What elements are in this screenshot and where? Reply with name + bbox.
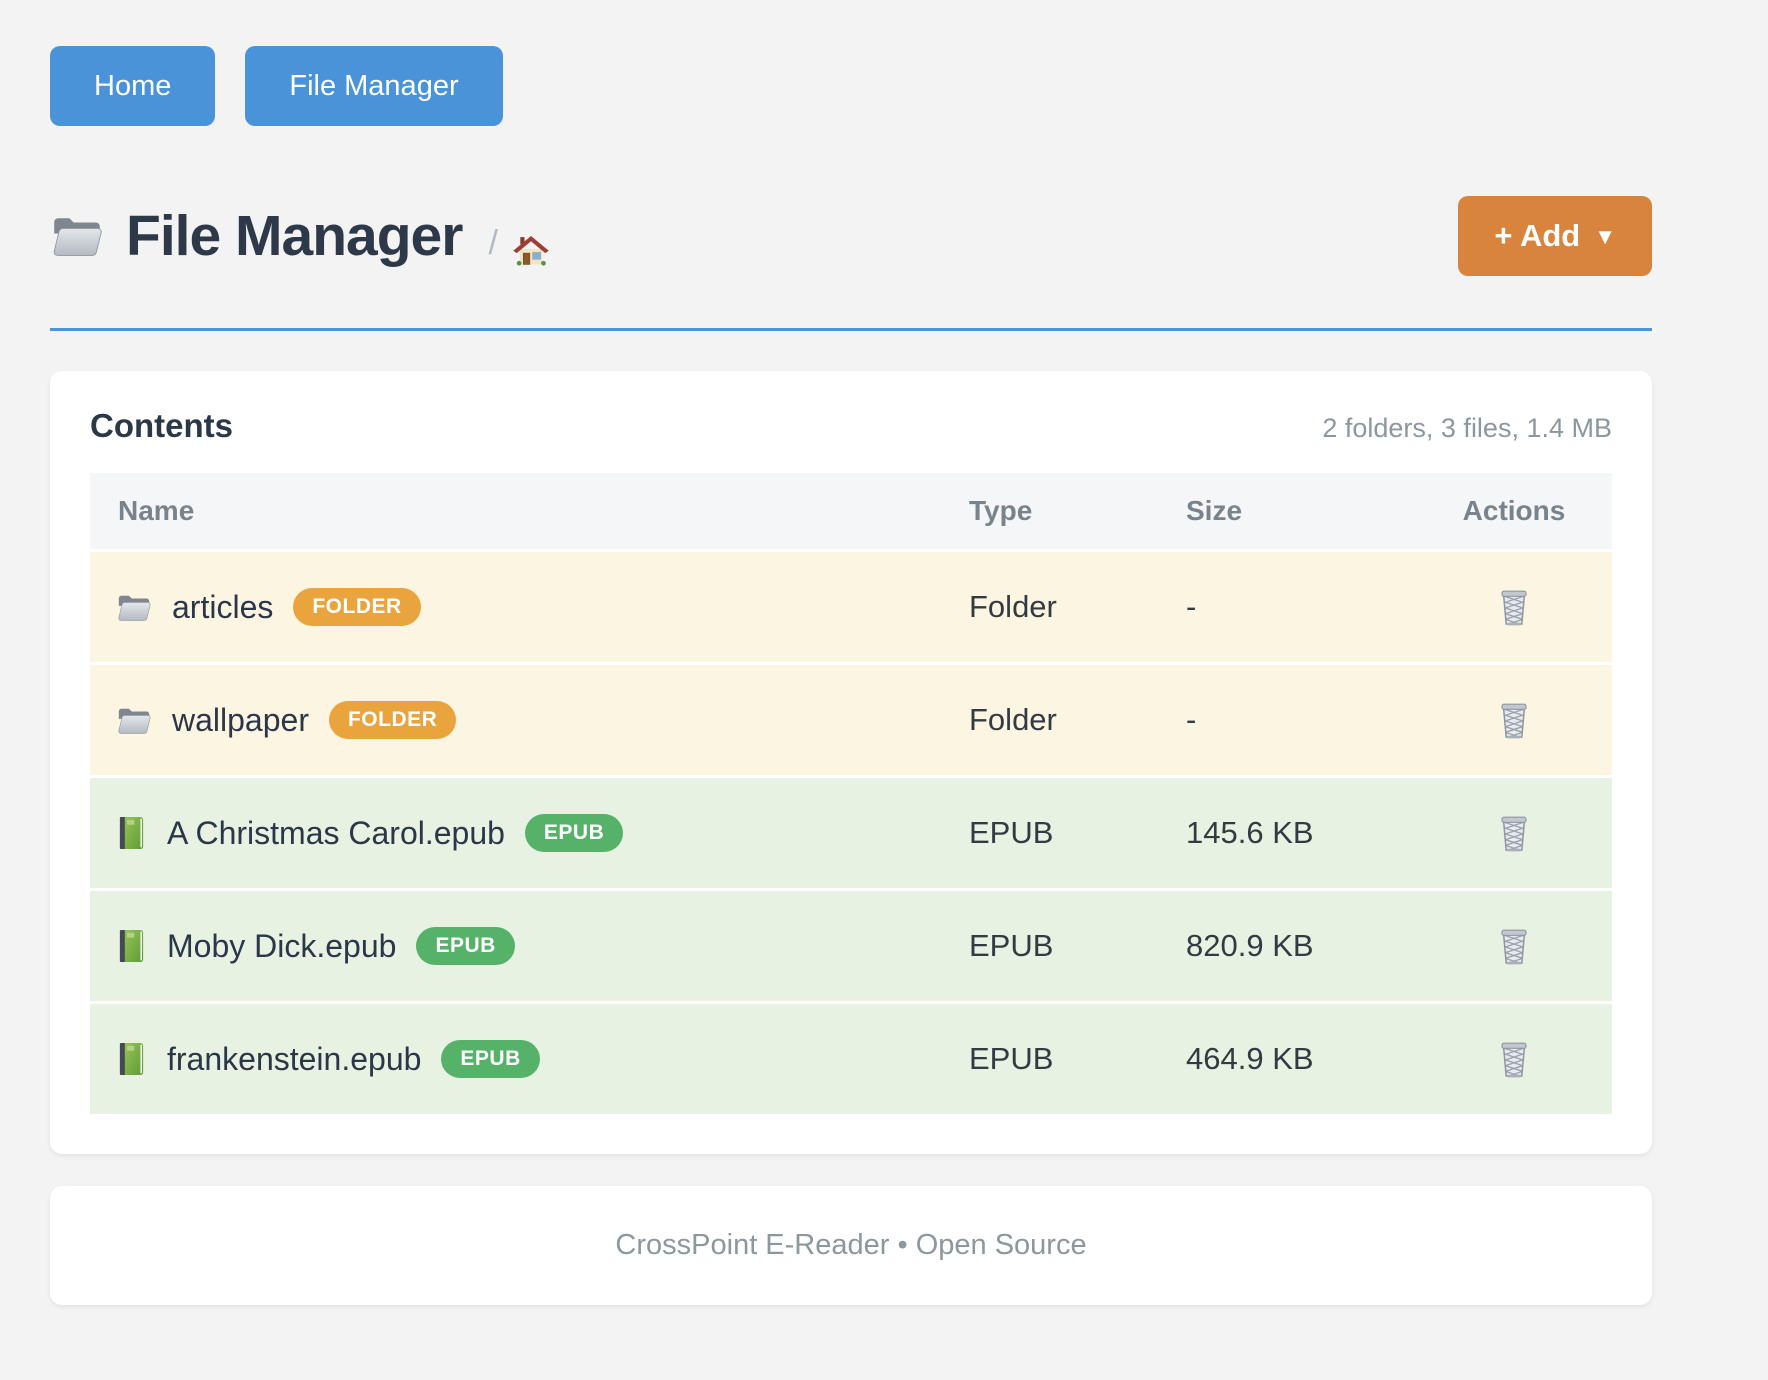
trash-icon	[1495, 925, 1533, 967]
breadcrumb-home[interactable]	[512, 231, 550, 269]
folder-icon	[116, 591, 152, 624]
delete-button[interactable]	[1491, 1034, 1537, 1084]
trash-icon	[1495, 812, 1533, 854]
nav-file-manager-button[interactable]: File Manager	[245, 46, 503, 126]
type-badge: FOLDER	[293, 588, 421, 626]
type-badge: EPUB	[416, 927, 515, 965]
trash-icon	[1495, 1038, 1533, 1080]
top-nav: Home File Manager	[50, 0, 1652, 126]
type-cell: EPUB	[969, 1041, 1054, 1076]
table-row[interactable]: frankenstein.epub EPUB EPUB 464.9 KB	[90, 1001, 1612, 1114]
file-name[interactable]: articles	[172, 588, 274, 625]
delete-button[interactable]	[1491, 582, 1537, 632]
size-cell: -	[1186, 702, 1197, 737]
file-name[interactable]: wallpaper	[172, 701, 309, 738]
add-button-label: + Add	[1494, 218, 1581, 253]
contents-card: Contents 2 folders, 3 files, 1.4 MB Name…	[50, 371, 1652, 1154]
delete-button[interactable]	[1491, 921, 1537, 971]
file-table: Name Type Size Actions articles FOLDER F…	[90, 473, 1612, 1114]
column-header-name: Name	[118, 495, 195, 526]
table-header-row: Name Type Size Actions	[90, 473, 1612, 549]
table-row[interactable]: wallpaper FOLDER Folder -	[90, 662, 1612, 775]
contents-heading: Contents	[90, 407, 233, 444]
table-row[interactable]: articles FOLDER Folder -	[90, 549, 1612, 662]
type-cell: EPUB	[969, 815, 1054, 850]
size-cell: 145.6 KB	[1186, 815, 1314, 850]
table-body: articles FOLDER Folder - wallpaper FOLDE…	[90, 549, 1612, 1114]
header-divider	[50, 328, 1652, 331]
trash-icon	[1495, 586, 1533, 628]
delete-button[interactable]	[1491, 695, 1537, 745]
nav-home-button[interactable]: Home	[50, 46, 216, 126]
type-cell: Folder	[969, 702, 1057, 737]
file-name[interactable]: Moby Dick.epub	[167, 927, 397, 964]
book-icon	[116, 1041, 147, 1077]
type-cell: EPUB	[969, 928, 1054, 963]
size-cell: 464.9 KB	[1186, 1041, 1314, 1076]
column-header-size: Size	[1186, 495, 1243, 526]
size-cell: -	[1186, 589, 1197, 624]
type-badge: EPUB	[524, 814, 624, 852]
page-title: File Manager	[126, 204, 463, 268]
book-icon	[116, 815, 147, 851]
add-button[interactable]: + Add ▼	[1458, 196, 1652, 276]
file-name[interactable]: A Christmas Carol.epub	[167, 814, 505, 851]
breadcrumb-separator: /	[488, 224, 498, 262]
book-icon	[116, 928, 147, 964]
page-header: File Manager / + Add ▼	[50, 196, 1652, 276]
table-row[interactable]: Moby Dick.epub EPUB EPUB 820.9 KB	[90, 888, 1612, 1001]
delete-button[interactable]	[1491, 808, 1537, 858]
footer: CrossPoint E-Reader • Open Source	[50, 1186, 1652, 1305]
contents-summary: 2 folders, 3 files, 1.4 MB	[1322, 413, 1612, 443]
file-name[interactable]: frankenstein.epub	[167, 1040, 422, 1077]
type-cell: Folder	[969, 589, 1057, 624]
table-row[interactable]: A Christmas Carol.epub EPUB EPUB 145.6 K…	[90, 775, 1612, 888]
column-header-actions: Actions	[1462, 495, 1566, 526]
caret-down-icon: ▼	[1594, 224, 1616, 249]
column-header-type: Type	[969, 495, 1033, 526]
page-container: Home File Manager File Manager / + Add ▼…	[50, 0, 1652, 1305]
folder-icon	[116, 704, 152, 737]
size-cell: 820.9 KB	[1186, 928, 1314, 963]
trash-icon	[1495, 699, 1533, 741]
type-badge: FOLDER	[328, 701, 457, 739]
folder-title-icon	[50, 211, 104, 261]
house-icon	[512, 231, 550, 267]
type-badge: EPUB	[441, 1040, 540, 1078]
footer-text: CrossPoint E-Reader • Open Source	[615, 1229, 1087, 1261]
